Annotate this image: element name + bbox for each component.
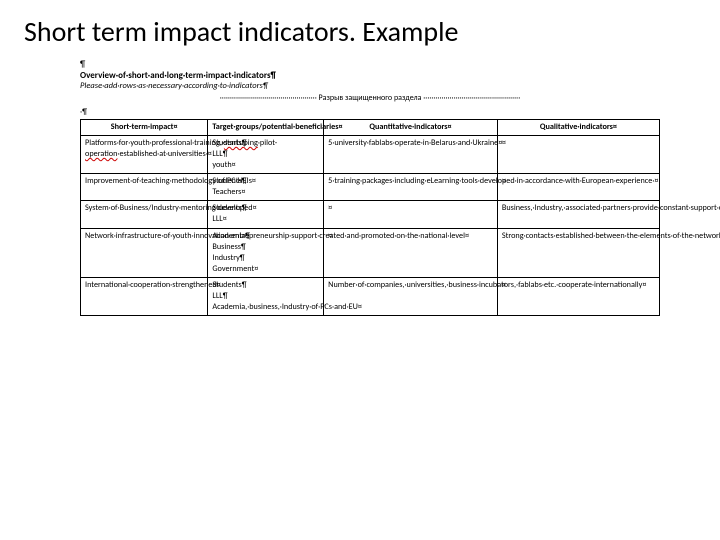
- col-header-qual: Qualitative·indicators¤: [497, 120, 659, 136]
- col-header-quant: Quantitative·indicators¤: [324, 120, 498, 136]
- cell-qual: Strong·contacts·established·between·the·…: [497, 228, 659, 277]
- cell-groups: Students¶LLL¶Academia,·business,·Industr…: [208, 277, 324, 315]
- table-row: Platforms·for·youth·professional·trainin…: [81, 136, 660, 174]
- col-header-groups: Target·groups/potential·beneficiaries¤: [208, 120, 324, 136]
- cell-quant: 5·university·fablabs·operate·in·Belarus·…: [324, 136, 498, 174]
- overview-heading: Overview·of·short·and·long·term·impact·i…: [80, 70, 660, 81]
- cell-quant: ¤: [324, 201, 498, 228]
- slide-title: Short term impact indicators. Example: [0, 0, 720, 59]
- col-header-impact: Short-term·impact¤: [81, 120, 208, 136]
- cell-qual: ¤: [497, 136, 659, 174]
- pilcrow-top: ¶: [80, 59, 660, 70]
- table-row: International·cooperation·strengthened¤ …: [81, 277, 660, 315]
- section-break-label: Разрыв защищенного раздела: [319, 93, 422, 103]
- dots-right: ········································…: [423, 93, 520, 103]
- cell-qual: Business,·Industry,·associated·partners·…: [497, 201, 659, 228]
- dots-left: ········································…: [220, 93, 317, 103]
- table-header-row: Short-term·impact¤ Target·groups/potenti…: [81, 120, 660, 136]
- cell-groups: Students¶LLL¤: [208, 201, 324, 228]
- table-row: Network·infrastructure·of·youth·innovati…: [81, 228, 660, 277]
- section-break: ········································…: [80, 93, 660, 103]
- cell-groups: Students¶Teachers¤: [208, 174, 324, 201]
- table-row: System·of·Business/Industry·mentoring·de…: [81, 201, 660, 228]
- impact-table: Short-term·impact¤ Target·groups/potenti…: [80, 119, 660, 316]
- table-pilcrow: ·¶: [80, 107, 660, 117]
- cell-impact: Improvement·of·teaching·methodology·of·P…: [81, 174, 208, 201]
- table-row: Improvement·of·teaching·methodology·of·P…: [81, 174, 660, 201]
- cell-impact: International·cooperation·strengthened¤: [81, 277, 208, 315]
- cell-impact: Network·infrastructure·of·youth·innovati…: [81, 228, 208, 277]
- cell-quant: 5·training·packages·including·eLearning·…: [324, 174, 498, 201]
- cell-impact: Platforms·for·youth·professional·trainin…: [81, 136, 208, 174]
- document-body: ¶ Overview·of·short·and·long·term·impact…: [0, 59, 720, 316]
- instruction-line: Please·add·rows·as·necessary·according·t…: [80, 81, 660, 91]
- cell-impact: System·of·Business/Industry·mentoring·de…: [81, 201, 208, 228]
